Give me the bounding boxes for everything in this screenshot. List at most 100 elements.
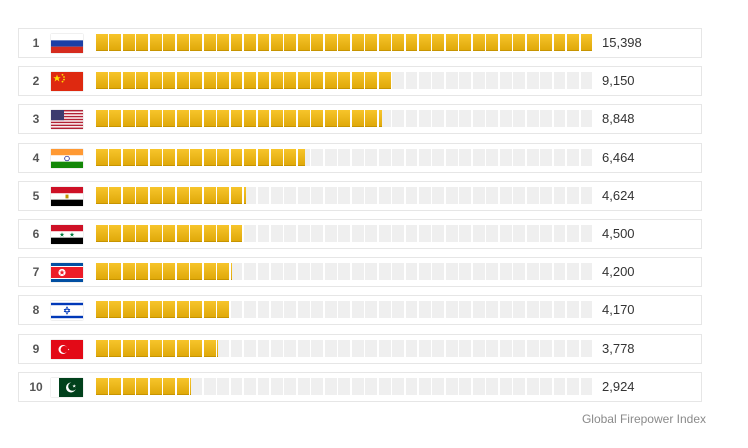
bar-empty-segment bbox=[244, 301, 256, 319]
bar-segment bbox=[338, 72, 351, 90]
bar-segment bbox=[190, 263, 203, 281]
bar-segment bbox=[230, 263, 232, 281]
bar-empty-segment bbox=[217, 339, 229, 357]
bar-segment bbox=[149, 72, 162, 90]
rank-label: 6 bbox=[32, 226, 40, 241]
bar-segment bbox=[136, 339, 149, 357]
bar-segment bbox=[553, 34, 566, 51]
bar-segment bbox=[122, 339, 135, 357]
bar-empty-segment bbox=[338, 148, 351, 166]
bar-segment bbox=[163, 377, 176, 395]
bar-empty-segment bbox=[405, 72, 418, 90]
bar-segment bbox=[136, 377, 149, 395]
bar-empty-segment bbox=[284, 186, 297, 204]
bar-empty-segment bbox=[580, 72, 593, 90]
bar-empty-segment bbox=[445, 377, 458, 395]
bar-empty-segment bbox=[445, 301, 458, 319]
bar-segment bbox=[486, 34, 499, 51]
bar-empty-segment bbox=[445, 263, 458, 281]
bar-empty-segment bbox=[405, 339, 418, 357]
bar-segment bbox=[136, 34, 149, 51]
bar-empty-segment bbox=[580, 301, 593, 319]
bar-empty-segment bbox=[338, 186, 351, 204]
bar-segment bbox=[190, 339, 203, 357]
bar-empty-segment bbox=[567, 301, 579, 319]
bar-empty-segment bbox=[392, 72, 404, 90]
bar-empty-segment bbox=[540, 148, 553, 166]
ranking-row: 1 15,398 bbox=[18, 28, 702, 58]
bar-empty-segment bbox=[472, 301, 485, 319]
bar-segment bbox=[96, 377, 108, 395]
bar-segment bbox=[176, 263, 189, 281]
bar-segment bbox=[378, 72, 391, 90]
bar-segment bbox=[526, 34, 539, 51]
bar bbox=[96, 186, 246, 204]
bar-segment bbox=[109, 186, 122, 204]
bar-segment bbox=[540, 34, 553, 51]
bar-empty-segment bbox=[338, 377, 351, 395]
china-flag-icon bbox=[51, 72, 83, 92]
bar-segment bbox=[203, 72, 216, 90]
bar-segment bbox=[244, 34, 256, 51]
bar-empty-segment bbox=[297, 377, 310, 395]
bar-empty-segment bbox=[526, 301, 539, 319]
bar-empty-segment bbox=[526, 377, 539, 395]
bar-segment bbox=[149, 224, 162, 242]
bar-empty-segment bbox=[257, 377, 270, 395]
bar-segment bbox=[257, 72, 270, 90]
bar-segment bbox=[122, 301, 135, 319]
bar-empty-segment bbox=[324, 263, 337, 281]
ranking-row: 7 4,200 bbox=[18, 257, 702, 288]
bar-empty-segment bbox=[405, 186, 418, 204]
bar-empty-segment bbox=[580, 186, 593, 204]
bar-segment bbox=[311, 110, 324, 128]
bar-empty-segment bbox=[297, 339, 310, 357]
bar-empty-segment bbox=[486, 110, 499, 128]
bar-segment bbox=[230, 224, 242, 242]
bar-empty-segment bbox=[445, 186, 458, 204]
bar-segment bbox=[122, 377, 135, 395]
bar-segment bbox=[230, 110, 243, 128]
bar-segment bbox=[190, 72, 203, 90]
bar-empty-segment bbox=[580, 224, 593, 242]
bar-segment bbox=[244, 148, 256, 166]
bar bbox=[96, 339, 219, 357]
bar-empty-segment bbox=[526, 263, 539, 281]
bar-segment bbox=[203, 224, 216, 242]
bar-empty-segment bbox=[553, 72, 566, 90]
bar-empty-segment bbox=[351, 301, 364, 319]
bar-segment bbox=[122, 110, 135, 128]
bar-empty-segment bbox=[365, 339, 378, 357]
bar-empty-segment bbox=[567, 339, 579, 357]
rank-label: 10 bbox=[29, 379, 43, 394]
bar bbox=[96, 263, 232, 281]
bar-empty-segment bbox=[459, 339, 472, 357]
bar-segment bbox=[244, 72, 256, 90]
bar-empty-segment bbox=[499, 110, 512, 128]
bar-empty-segment bbox=[540, 377, 553, 395]
bar-segment bbox=[378, 110, 383, 128]
bar-empty-segment bbox=[338, 339, 351, 357]
bar-empty-segment bbox=[499, 263, 512, 281]
bar-segment bbox=[217, 263, 229, 281]
bar-segment bbox=[217, 186, 229, 204]
bar-empty-segment bbox=[392, 186, 404, 204]
russia-flag-icon bbox=[51, 34, 83, 53]
bar-segment bbox=[109, 224, 122, 242]
bar-empty-segment bbox=[526, 110, 539, 128]
bar-empty-segment bbox=[540, 186, 553, 204]
bar-empty-segment bbox=[432, 263, 445, 281]
bar-segment bbox=[217, 72, 229, 90]
bar-empty-segment bbox=[419, 377, 431, 395]
bar-empty-segment bbox=[499, 377, 512, 395]
bar-empty-segment bbox=[419, 339, 431, 357]
bar-empty-segment bbox=[419, 72, 431, 90]
bar bbox=[96, 148, 306, 166]
bar-segment bbox=[163, 34, 176, 51]
rank-label: 1 bbox=[32, 36, 40, 50]
bar-empty-segment bbox=[324, 186, 337, 204]
bar-segment bbox=[96, 339, 108, 357]
bar-segment bbox=[163, 186, 176, 204]
bar-segment bbox=[122, 186, 135, 204]
bar-empty-segment bbox=[526, 339, 539, 357]
